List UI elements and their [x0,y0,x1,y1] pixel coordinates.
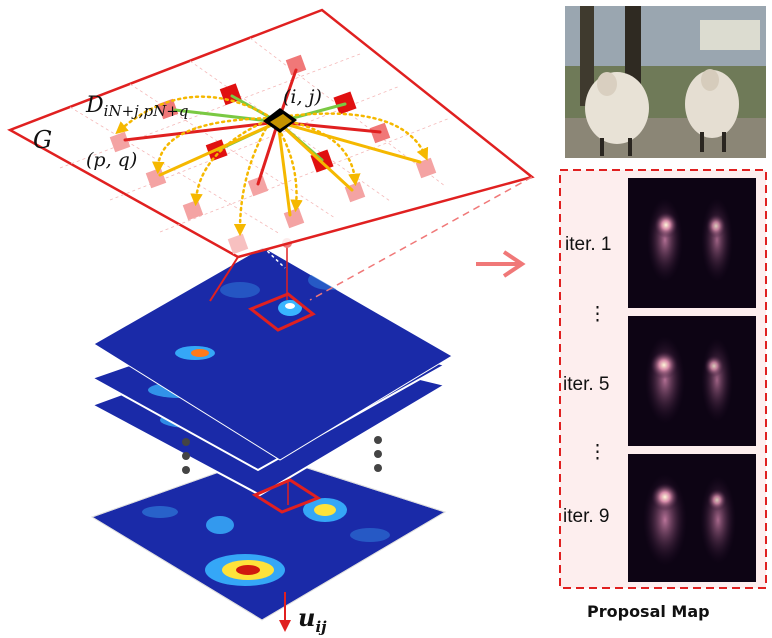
stack-ellipsis-right [374,436,382,472]
heatmap-layer-bottom [90,454,447,621]
focus-square-bottom [251,478,322,514]
transition-arrow [476,250,526,278]
sheep-photo [565,6,766,158]
iter-ellipsis-2: ⋮ [588,442,607,463]
proposal-caption: Proposal Map [587,602,710,621]
heatmap-stack [89,246,453,621]
message-arrows [115,95,429,237]
output-label: uij [298,603,327,636]
center-edges [123,68,422,217]
iter-ellipsis-1: ⋮ [588,304,607,325]
grid-label: G [33,126,52,154]
proposal-map-5 [628,316,756,446]
proposal-map-9 [628,454,756,582]
proposal-map-1 [628,178,756,308]
focus-square-top [248,292,316,332]
neighbor-node-label: (p, q) [86,149,137,171]
iter-label-5: iter. 5 [563,374,609,395]
center-node-label: (i, j) [283,86,322,108]
output-arrow: uij [279,592,327,636]
iter-label-9: iter. 9 [563,506,609,527]
edge-label: DiN+j,pN+q [85,93,188,120]
stack-ellipsis-left [182,438,190,474]
graph-plane: G DiN+j,pN+q (i, j) (p, q) [7,8,535,302]
iter-label-1: iter. 1 [565,234,611,255]
proposal-panel: iter. 1 ⋮ iter. 5 ⋮ iter. 9 [559,169,767,589]
